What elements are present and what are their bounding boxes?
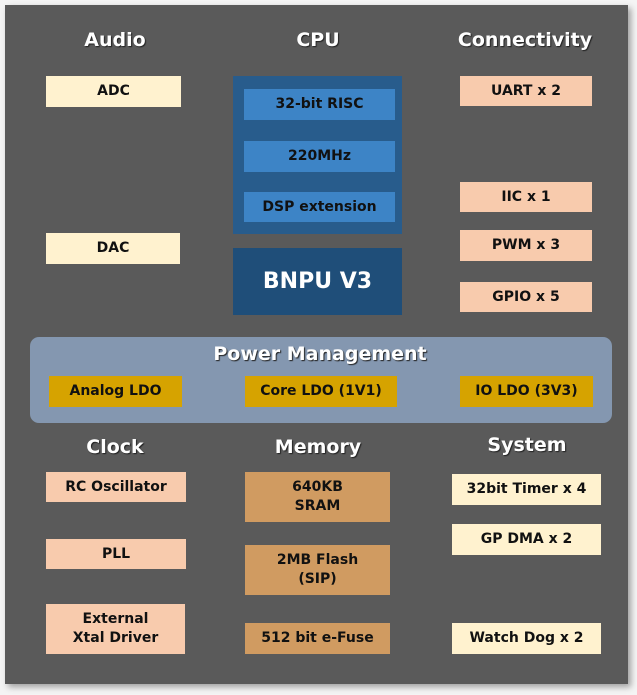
efuse: 512 bit e-Fuse [245, 623, 390, 654]
cpu-title: CPU [296, 29, 340, 51]
audio-title: Audio [84, 29, 146, 51]
io-ldo: IO LDO (3V3) [460, 376, 593, 407]
watchdog-block: Watch Dog x 2 [452, 623, 601, 654]
pwm-block: PWM x 3 [460, 230, 592, 261]
cpu-dsp: DSP extension [244, 192, 395, 222]
uart-block: UART x 2 [460, 76, 592, 106]
sram: 640KB SRAM [245, 472, 390, 522]
rc-oscillator: RC Oscillator [46, 472, 186, 502]
dac-block: DAC [46, 233, 180, 264]
gpio-block: GPIO x 5 [460, 282, 592, 312]
clock-title: Clock [86, 436, 144, 458]
analog-ldo: Analog LDO [49, 376, 182, 407]
cpu-risc: 32-bit RISC [244, 89, 395, 120]
flash: 2MB Flash (SIP) [245, 545, 390, 595]
system-title: System [487, 434, 567, 456]
cpu-frequency: 220MHz [244, 141, 395, 172]
connectivity-title: Connectivity [457, 29, 593, 51]
iic-block: IIC x 1 [460, 182, 592, 212]
core-ldo: Core LDO (1V1) [245, 376, 397, 407]
xtal-driver: External Xtal Driver [46, 604, 185, 654]
timer-block: 32bit Timer x 4 [452, 474, 601, 505]
adc-block: ADC [46, 76, 181, 107]
memory-title: Memory [274, 436, 362, 458]
npu-block: BNPU V3 [233, 248, 402, 315]
dma-block: GP DMA x 2 [452, 524, 601, 555]
power-title: Power Management [213, 343, 427, 365]
pll: PLL [46, 539, 186, 569]
